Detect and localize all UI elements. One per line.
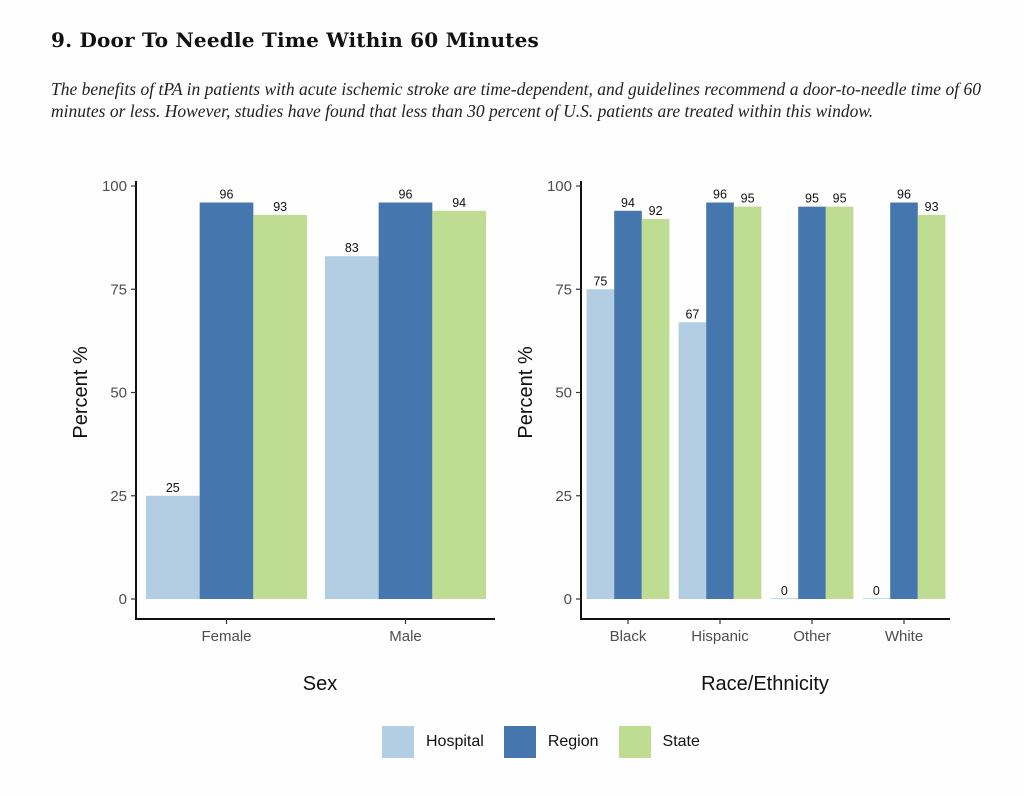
chart-legend: Hospital Region State [382,726,720,758]
bar-state-female [253,214,308,599]
bar-hospital-black [586,289,615,599]
page-description: The benefits of tPA in patients with acu… [51,79,981,121]
y-axis-title: Percent % [515,346,537,438]
y-tick-label: 25 [110,488,127,505]
x-tick-label: Hispanic [691,628,749,645]
data-label: 92 [649,204,663,218]
legend-item-hospital: Hospital [382,726,484,758]
bar-state-white [917,214,946,599]
data-label: 75 [593,274,607,288]
data-label: 95 [741,192,755,206]
bar-region-black [614,210,642,599]
bar-region-hispanic [706,202,734,599]
bar-state-black [641,219,670,600]
data-label: 25 [166,481,180,495]
data-label: 83 [345,241,359,255]
data-label: 67 [685,307,699,321]
legend-swatch-hospital [382,726,414,758]
data-label: 96 [713,188,727,202]
y-tick-label: 100 [547,178,572,195]
bar-hospital-white [862,598,891,599]
bar-hospital-male [324,256,379,599]
x-axis-title: Race/Ethnicity [701,673,829,695]
bar-state-male [432,210,487,599]
data-label: 96 [897,188,911,202]
bar-hospital-female [145,495,200,599]
y-tick-label: 0 [119,591,127,608]
data-label: 94 [452,196,466,210]
y-tick-label: 25 [555,488,572,505]
bar-hospital-hispanic [678,322,707,599]
legend-label-state: State [662,733,700,750]
bar-region-other [798,206,826,599]
data-label: 94 [621,196,635,210]
data-label: 0 [781,584,788,598]
bar-region-white [890,202,918,599]
y-tick-label: 0 [564,591,572,608]
data-label: 96 [399,188,413,202]
data-label: 95 [833,192,847,206]
legend-label-region: Region [547,733,599,750]
y-tick-label: 50 [110,385,127,402]
bar-region-male [378,202,433,599]
x-tick-label: Other [793,628,831,645]
y-axis-title: Percent % [70,346,92,438]
y-tick-label: 100 [102,178,127,195]
y-tick-label: 75 [555,281,572,298]
data-label: 95 [805,192,819,206]
data-label: 93 [925,200,939,214]
x-tick-label: White [885,628,923,645]
bar-hospital-other [770,598,799,599]
legend-item-region: Region [503,726,599,758]
bar-state-other [825,206,854,599]
data-label: 0 [873,584,880,598]
y-tick-label: 50 [555,385,572,402]
legend-label-hospital: Hospital [426,733,484,750]
legend-swatch-state [618,726,651,758]
bar-region-female [199,202,254,599]
x-axis-title: Sex [303,673,337,695]
data-label: 96 [220,188,234,202]
y-tick-label: 75 [110,281,127,298]
legend-swatch-region [503,726,536,758]
legend-item-state: State [618,726,700,758]
page-title: 9. Door To Needle Time Within 60 Minutes [51,28,540,52]
bar-state-hispanic [733,206,762,599]
x-tick-label: Female [201,628,251,645]
x-tick-label: Black [610,628,647,645]
data-label: 93 [273,200,287,214]
x-tick-label: Male [389,628,422,645]
